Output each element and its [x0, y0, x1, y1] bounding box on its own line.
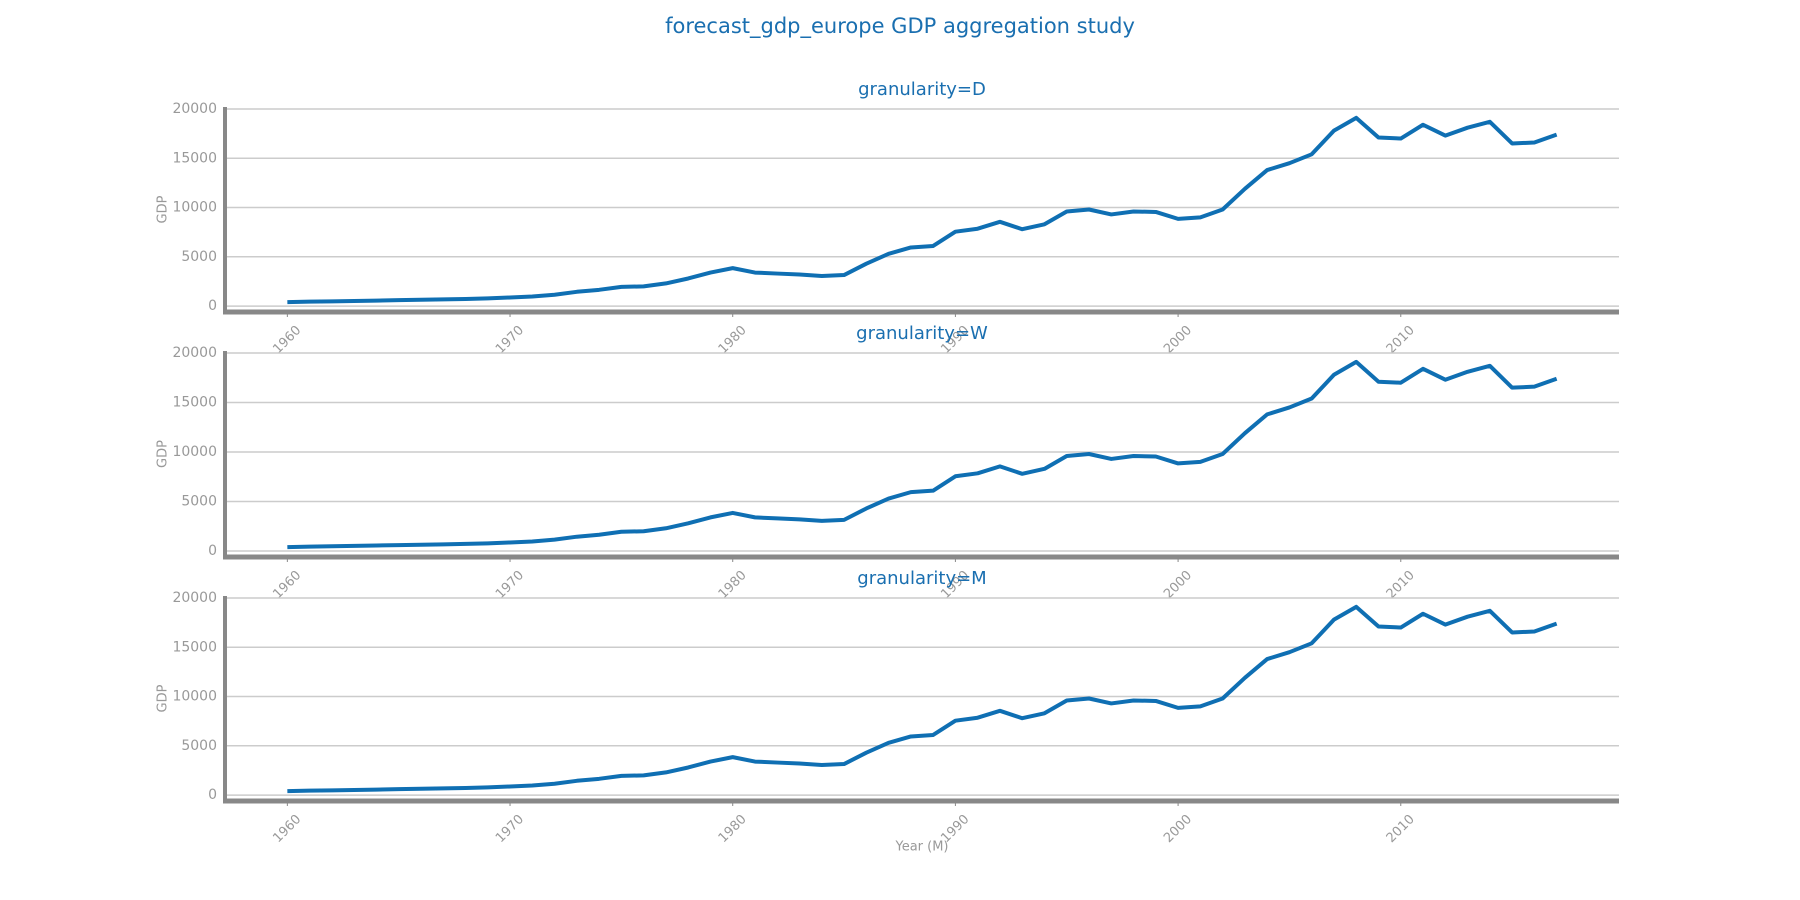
y-axis-label: GDP: [156, 195, 171, 223]
x-tick-label: 1960: [270, 812, 304, 846]
x-tick-label: 1970: [493, 812, 527, 846]
y-tick-label: 20000: [172, 590, 217, 606]
x-tick-label: 1980: [716, 568, 750, 602]
y-tick-label: 0: [208, 543, 217, 559]
y-tick-label: 15000: [172, 395, 217, 411]
y-tick-label: 20000: [172, 345, 217, 361]
x-tick-label: 1970: [493, 568, 527, 602]
data-line: [287, 359, 1558, 550]
y-tick-label: 5000: [181, 738, 217, 754]
x-tick-label: 2010: [1384, 323, 1418, 357]
y-tick-label: 15000: [172, 150, 217, 166]
x-tick-label: 2010: [1384, 568, 1418, 602]
y-tick-label: 10000: [172, 200, 217, 216]
subplot-title: granularity=D: [858, 79, 986, 100]
y-tick-label: 10000: [172, 689, 217, 705]
y-tick-label: 10000: [172, 444, 217, 460]
x-tick-label: 2000: [1161, 323, 1195, 357]
data-line: [287, 604, 1558, 794]
x-tick-label: 2010: [1384, 812, 1418, 846]
x-tick-label: 1970: [493, 323, 527, 357]
y-tick-label: 5000: [181, 249, 217, 265]
x-tick-label: 1960: [270, 568, 304, 602]
x-tick-label: 2000: [1161, 568, 1195, 602]
y-axis-label: GDP: [156, 684, 171, 712]
subplot-title: granularity=W: [856, 323, 988, 344]
chart-title: forecast_gdp_europe GDP aggregation stud…: [665, 14, 1135, 39]
data-line: [287, 115, 1558, 305]
x-axis-label: Year (M): [894, 840, 948, 855]
x-tick-label: 1980: [716, 323, 750, 357]
y-tick-label: 15000: [172, 639, 217, 655]
y-tick-label: 5000: [181, 494, 217, 510]
x-tick-label: 2000: [1161, 812, 1195, 846]
y-tick-label: 0: [208, 787, 217, 803]
y-tick-label: 20000: [172, 101, 217, 117]
x-tick-label: 1960: [270, 323, 304, 357]
y-tick-label: 0: [208, 298, 217, 314]
y-axis-label: GDP: [156, 440, 171, 468]
subplot-title: granularity=M: [857, 568, 986, 589]
x-tick-label: 1980: [716, 812, 750, 846]
